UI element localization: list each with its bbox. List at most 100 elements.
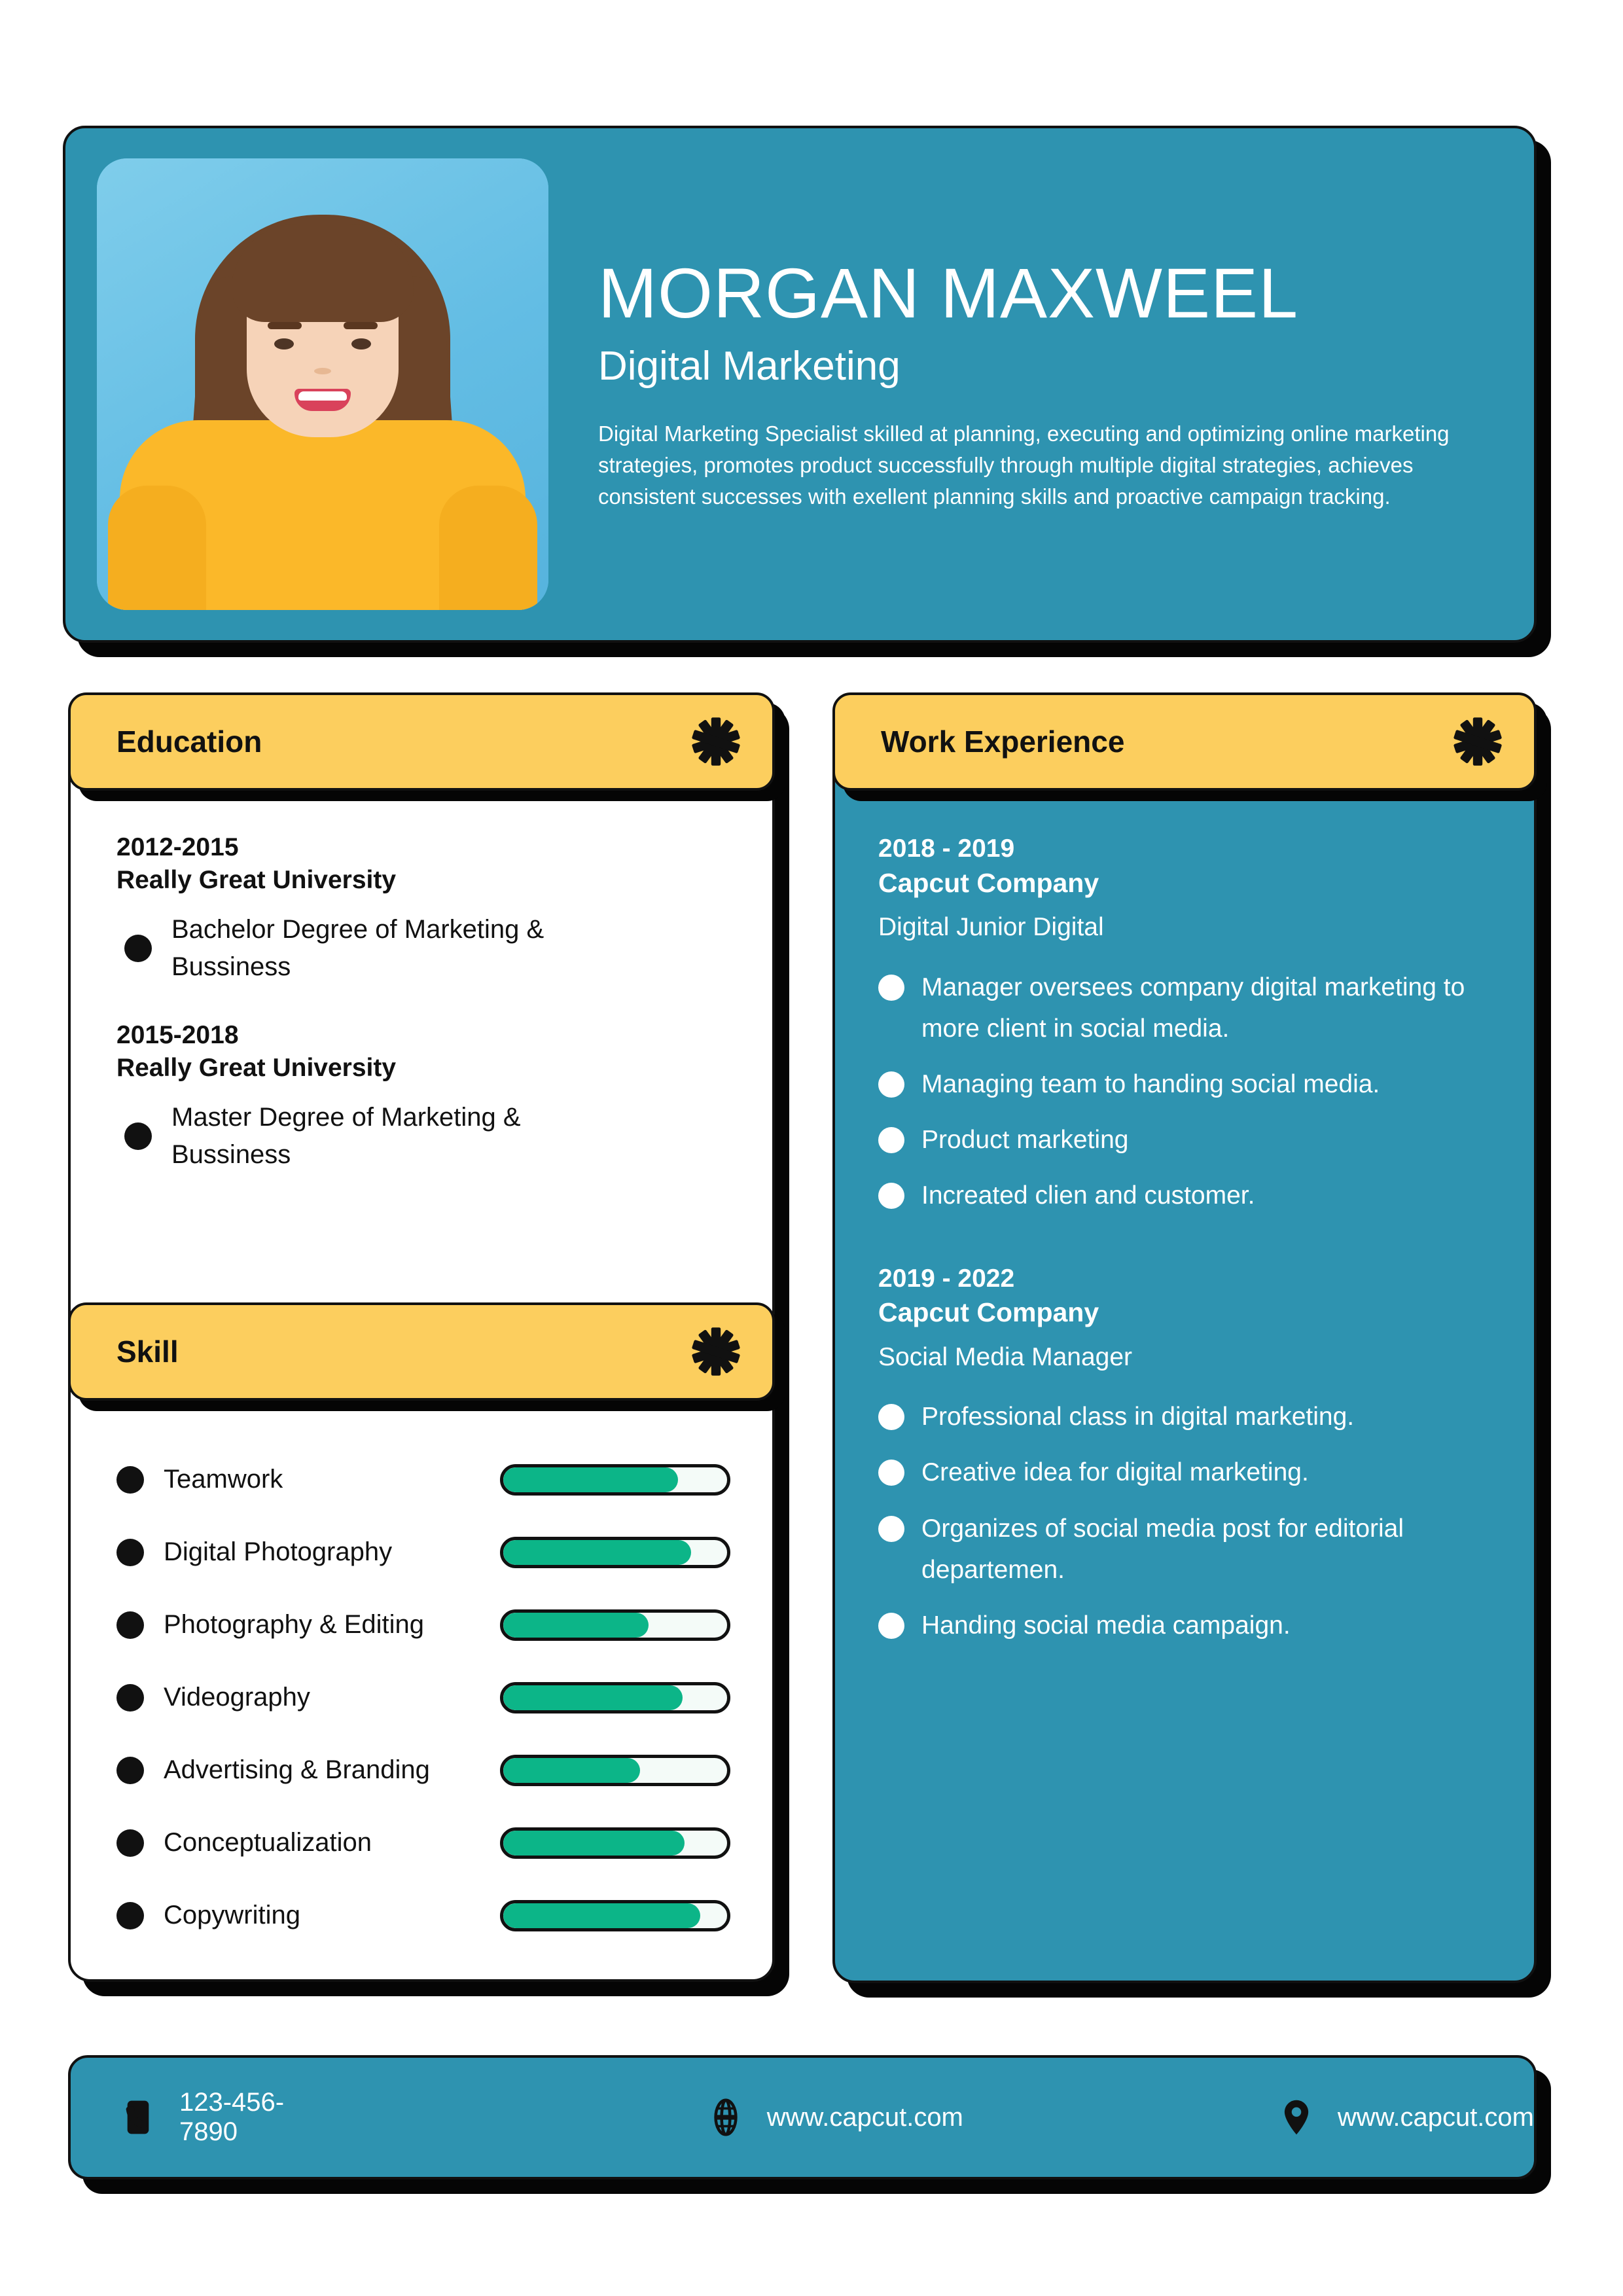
job-bullet: Increated clien and customer. [878, 1175, 1496, 1216]
job-bullet: Manager oversees company digital marketi… [878, 967, 1496, 1049]
work-list: 2018 - 2019 Capcut Company Digital Junio… [832, 833, 1537, 1692]
job-bullet: Handing social media campaign. [878, 1605, 1496, 1646]
bullet-dot-icon [878, 1612, 904, 1639]
bullet-dot-icon [116, 1829, 144, 1857]
job-bullet-text: Manager oversees company digital marketi… [921, 973, 1465, 1043]
job-bullet-text: Managing team to handing social media. [921, 1070, 1380, 1099]
bullet-dot-icon [878, 1127, 904, 1154]
education-years: 2012-2015 [116, 833, 239, 861]
skill-progress-fill [503, 1685, 683, 1710]
skill-label: Teamwork [164, 1465, 283, 1494]
bullet-dot-icon [116, 1901, 144, 1929]
bullet-dot-icon [878, 1515, 904, 1542]
bullet-dot-icon [116, 1611, 144, 1639]
phone-number: 123-456-7890 [179, 2088, 285, 2146]
skill-label: Photography & Editing [164, 1610, 425, 1639]
location-url: www.capcut.com [1337, 2102, 1534, 2132]
bullet-dot-icon [878, 1460, 904, 1486]
bullet-dot-icon [878, 1404, 904, 1431]
website-url: www.capcut.com [766, 2102, 963, 2132]
candidate-summary: Digital Marketing Specialist skilled at … [598, 421, 1450, 509]
skill-progress-bar [500, 1681, 730, 1713]
skill-progress-bar [500, 1609, 730, 1641]
skill-progress-fill [503, 1612, 649, 1638]
bullet-dot-icon [878, 1071, 904, 1098]
skill-progress-bar [500, 1754, 730, 1786]
education-school: Really Great University [116, 865, 397, 894]
bullet-dot-icon [116, 1756, 144, 1784]
candidate-name: MORGAN MAXWEEL [598, 253, 1299, 332]
header-text-block: MORGAN MAXWEEL Digital Marketing Digital… [548, 256, 1534, 512]
skill-label: Copywriting [164, 1901, 300, 1929]
skill-progress-fill [503, 1757, 640, 1783]
phone-icon [119, 2098, 157, 2136]
job-bullet-text: Organizes of social media post for edito… [921, 1514, 1404, 1584]
education-title: Education [116, 725, 262, 759]
job-entry: 2019 - 2022 Capcut Company Social Media … [878, 1263, 1496, 1647]
job-bullet: Professional class in digital marketing. [878, 1396, 1496, 1437]
contact-website[interactable]: www.capcut.com [707, 2098, 963, 2136]
bullet-dot-icon [878, 974, 904, 1001]
job-years: 2018 - 2019 [878, 834, 1015, 863]
bullet-dot-icon [116, 1538, 144, 1566]
bullet-dot-icon [116, 1683, 144, 1712]
education-degree-row: Master Degree of Marketing & Bussiness [116, 1099, 726, 1174]
job-bullet-text: Increated clien and customer. [921, 1181, 1255, 1210]
skill-item: Photography & Editing [116, 1588, 730, 1661]
contact-location[interactable]: www.capcut.com [1277, 2098, 1534, 2136]
education-years: 2015-2018 [116, 1021, 239, 1050]
skill-item: Advertising & Branding [116, 1734, 730, 1806]
skill-progress-fill [503, 1467, 678, 1492]
skill-item: Conceptualization [116, 1806, 730, 1879]
bullet-dot-icon [124, 934, 152, 962]
profile-photo [97, 158, 548, 610]
job-bullet: Creative idea for digital marketing. [878, 1452, 1496, 1493]
skill-label: Advertising & Branding [164, 1755, 430, 1784]
work-experience-card [832, 692, 1537, 1983]
skill-item: Videography [116, 1661, 730, 1734]
skill-section-header: Skill [68, 1302, 775, 1401]
skill-progress-fill [503, 1903, 700, 1928]
portrait-illustration [97, 158, 548, 610]
education-section-header: Education [68, 692, 775, 791]
skill-label: Videography [164, 1683, 310, 1712]
job-bullet: Product marketing [878, 1119, 1496, 1160]
skill-progress-bar [500, 1827, 730, 1859]
skill-title: Skill [116, 1335, 179, 1369]
job-company: Capcut Company [878, 1297, 1099, 1328]
header-card: MORGAN MAXWEEL Digital Marketing Digital… [63, 126, 1537, 643]
skill-label: Digital Photography [164, 1537, 393, 1566]
job-title: Digital Junior Digital [878, 912, 1104, 941]
work-section-header: Work Experience [832, 692, 1537, 791]
job-bullet: Managing team to handing social media. [878, 1064, 1496, 1105]
job-title: Social Media Manager [878, 1342, 1133, 1371]
skill-progress-bar [500, 1536, 730, 1568]
job-bullet-text: Professional class in digital marketing. [921, 1403, 1355, 1431]
contact-footer: 123-456-7890 www.capcut.com [68, 2055, 1537, 2179]
job-company: Capcut Company [878, 867, 1099, 898]
skill-progress-fill [503, 1539, 692, 1565]
education-degree: Master Degree of Marketing & Bussiness [171, 1103, 521, 1170]
job-years: 2019 - 2022 [878, 1264, 1015, 1293]
job-bullet-text: Product marketing [921, 1126, 1129, 1155]
skill-item: Teamwork [116, 1443, 730, 1516]
work-title: Work Experience [881, 725, 1125, 759]
location-pin-icon [1277, 2098, 1315, 2136]
skill-item: Digital Photography [116, 1516, 730, 1588]
skill-item: Copywriting [116, 1879, 730, 1952]
bullet-dot-icon [124, 1122, 152, 1151]
contact-phone[interactable]: 123-456-7890 [119, 2088, 314, 2147]
skill-list: Teamwork Digital Photography Photography… [68, 1443, 775, 1952]
skill-progress-bar [500, 1463, 730, 1496]
education-school: Really Great University [116, 1054, 397, 1083]
asterisk-icon [1452, 715, 1504, 768]
skill-label: Conceptualization [164, 1828, 372, 1857]
job-bullet: Organizes of social media post for edito… [878, 1508, 1496, 1590]
education-entry: 2015-2018 Really Great University Master… [116, 1019, 726, 1173]
bullet-dot-icon [116, 1465, 144, 1494]
globe-icon [707, 2098, 745, 2136]
education-entry: 2012-2015 Really Great University Bachel… [116, 831, 726, 985]
job-bullet-text: Handing social media campaign. [921, 1611, 1291, 1640]
education-list: 2012-2015 Really Great University Bachel… [68, 831, 775, 1208]
